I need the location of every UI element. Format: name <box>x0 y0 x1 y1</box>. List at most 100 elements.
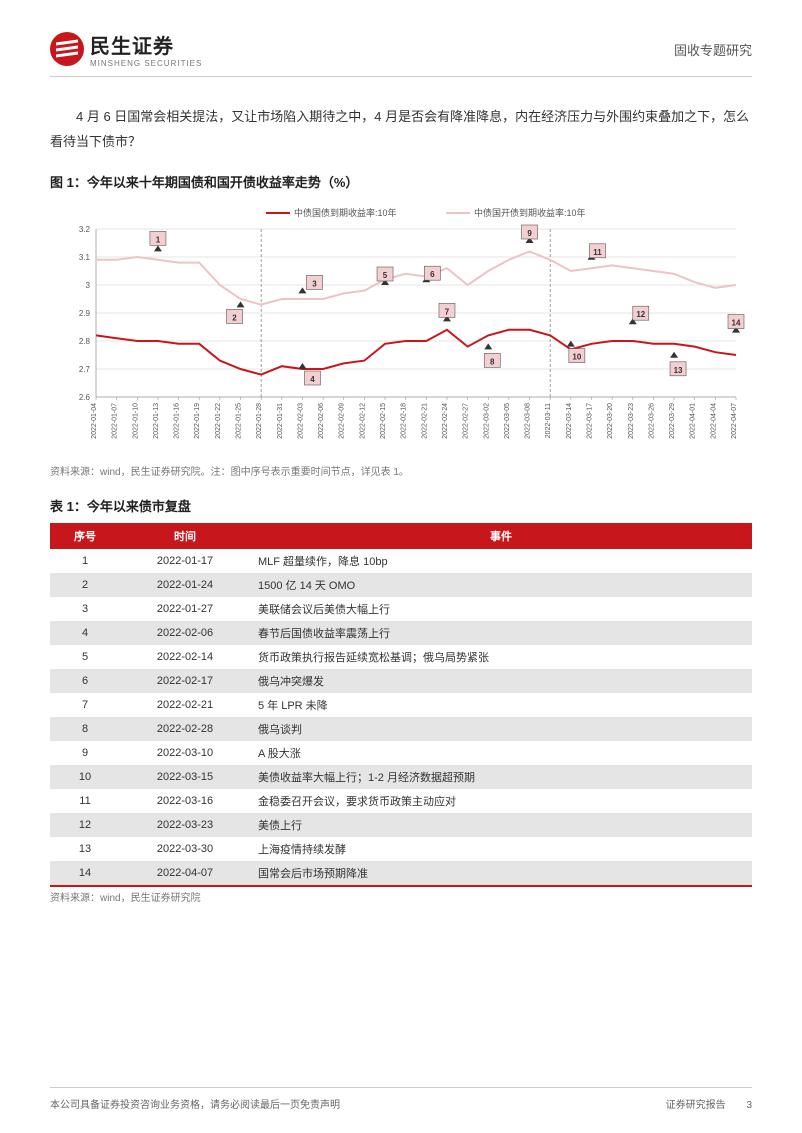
svg-text:2022-03-11: 2022-03-11 <box>545 403 552 438</box>
chart-source: 资料来源：wind，民生证券研究院。注：图中序号表示重要时间节点，详见表 1。 <box>50 463 752 478</box>
table-cell: 14 <box>50 861 120 886</box>
table-cell: MLF 超量续作，降息 10bp <box>250 549 752 573</box>
logo-text-en: MINSHENG SECURITIES <box>90 59 202 68</box>
table-row: 12022-01-17MLF 超量续作，降息 10bp <box>50 549 752 573</box>
table-cell: 2022-03-23 <box>120 813 250 837</box>
svg-text:2022-03-29: 2022-03-29 <box>669 403 676 439</box>
svg-text:2022-03-17: 2022-03-17 <box>586 403 593 439</box>
events-table: 序号 时间 事件 12022-01-17MLF 超量续作，降息 10bp2202… <box>50 523 752 887</box>
svg-text:3.1: 3.1 <box>79 253 91 262</box>
page-header: 民生证券 MINSHENG SECURITIES 固收专题研究 <box>50 30 752 77</box>
table-row: 22022-01-241500 亿 14 天 OMO <box>50 573 752 597</box>
svg-text:2022-01-25: 2022-01-25 <box>236 403 243 439</box>
table-cell: 3 <box>50 597 120 621</box>
svg-text:2022-04-07: 2022-04-07 <box>731 403 738 439</box>
table-cell: 6 <box>50 669 120 693</box>
table-cell: 2022-02-17 <box>120 669 250 693</box>
table-cell: 5 <box>50 645 120 669</box>
svg-text:2022-01-22: 2022-01-22 <box>215 403 222 439</box>
table-cell: 7 <box>50 693 120 717</box>
chart-title: 图 1：今年以来十年期国债和国开债收益率走势（%） <box>50 172 752 191</box>
svg-text:2.6: 2.6 <box>79 393 91 402</box>
table-cell: 1 <box>50 549 120 573</box>
table-cell: 美债收益率大幅上行；1-2 月经济数据超预期 <box>250 765 752 789</box>
svg-text:2022-01-07: 2022-01-07 <box>112 403 119 439</box>
intro-paragraph: 4 月 6 日国常会相关提法，又让市场陷入期待之中，4 月是否会有降准降息，内在… <box>50 105 752 154</box>
table-cell: 美债上行 <box>250 813 752 837</box>
table-row: 82022-02-28俄乌谈判 <box>50 717 752 741</box>
table-cell: 2022-03-15 <box>120 765 250 789</box>
table-cell: 13 <box>50 837 120 861</box>
company-logo-icon <box>50 32 84 66</box>
table-cell: 国常会后市场预期降准 <box>250 861 752 886</box>
table-cell: 春节后国债收益率震荡上行 <box>250 621 752 645</box>
svg-text:2022-02-12: 2022-02-12 <box>359 403 366 439</box>
table-cell: 9 <box>50 741 120 765</box>
svg-text:中债国债到期收益率:10年: 中债国债到期收益率:10年 <box>294 207 397 218</box>
svg-text:2022-01-28: 2022-01-28 <box>256 403 263 439</box>
footer-right: 证券研究报告 <box>666 1100 726 1111</box>
svg-text:2022-03-02: 2022-03-02 <box>483 403 490 439</box>
svg-text:2022-02-27: 2022-02-27 <box>463 403 470 439</box>
table-cell: 11 <box>50 789 120 813</box>
table-row: 132022-03-30上海疫情持续发酵 <box>50 837 752 861</box>
svg-text:2022-02-15: 2022-02-15 <box>380 403 387 439</box>
svg-text:2022-01-19: 2022-01-19 <box>194 403 201 439</box>
svg-text:2022-03-05: 2022-03-05 <box>504 403 511 439</box>
logo-text-cn: 民生证券 <box>90 30 202 59</box>
yield-chart: 2.62.72.82.933.13.22022-01-042022-01-072… <box>50 199 752 459</box>
table-row: 62022-02-17俄乌冲突爆发 <box>50 669 752 693</box>
svg-text:4: 4 <box>310 375 315 384</box>
header-category: 固收专题研究 <box>674 40 752 59</box>
svg-text:2022-03-23: 2022-03-23 <box>628 403 635 439</box>
svg-text:2022-04-04: 2022-04-04 <box>710 403 717 439</box>
svg-text:2022-02-24: 2022-02-24 <box>442 403 449 439</box>
table-cell: 1500 亿 14 天 OMO <box>250 573 752 597</box>
svg-text:2022-03-20: 2022-03-20 <box>607 403 614 439</box>
svg-text:2022-02-03: 2022-02-03 <box>297 403 304 439</box>
table-cell: 2022-01-27 <box>120 597 250 621</box>
svg-text:2022-02-21: 2022-02-21 <box>421 403 428 439</box>
table-row: 42022-02-06春节后国债收益率震荡上行 <box>50 621 752 645</box>
table-cell: 美联储会议后美债大幅上行 <box>250 597 752 621</box>
svg-text:13: 13 <box>674 366 683 375</box>
svg-text:3: 3 <box>312 280 317 289</box>
table-cell: A 股大涨 <box>250 741 752 765</box>
col-event: 事件 <box>250 523 752 549</box>
table-cell: 2022-02-06 <box>120 621 250 645</box>
table-cell: 4 <box>50 621 120 645</box>
svg-text:9: 9 <box>527 229 532 238</box>
svg-text:3: 3 <box>86 281 91 290</box>
page-footer: 本公司具备证券投资咨询业务资格，请务必阅读最后一页免责声明 证券研究报告 3 <box>50 1087 752 1111</box>
table-cell: 2022-01-17 <box>120 549 250 573</box>
svg-text:2022-01-13: 2022-01-13 <box>153 403 160 439</box>
col-seq: 序号 <box>50 523 120 549</box>
table-row: 92022-03-10A 股大涨 <box>50 741 752 765</box>
col-date: 时间 <box>120 523 250 549</box>
svg-text:8: 8 <box>490 358 495 367</box>
table-row: 112022-03-16金稳委召开会议，要求货币政策主动应对 <box>50 789 752 813</box>
logo: 民生证券 MINSHENG SECURITIES <box>50 30 202 68</box>
table-cell: 上海疫情持续发酵 <box>250 837 752 861</box>
svg-text:2.8: 2.8 <box>79 337 91 346</box>
table-source: 资料来源：wind，民生证券研究院 <box>50 889 752 904</box>
svg-text:中债国开债到期收益率:10年: 中债国开债到期收益率:10年 <box>474 207 586 218</box>
table-cell: 2022-02-14 <box>120 645 250 669</box>
svg-text:2022-01-16: 2022-01-16 <box>174 403 181 439</box>
table-cell: 2022-03-10 <box>120 741 250 765</box>
table-cell: 2022-02-28 <box>120 717 250 741</box>
svg-text:3.2: 3.2 <box>79 225 91 234</box>
table-row: 102022-03-15美债收益率大幅上行；1-2 月经济数据超预期 <box>50 765 752 789</box>
svg-text:2022-02-06: 2022-02-06 <box>318 403 325 439</box>
svg-text:5: 5 <box>383 271 388 280</box>
table-row: 32022-01-27美联储会议后美债大幅上行 <box>50 597 752 621</box>
table-header-row: 序号 时间 事件 <box>50 523 752 549</box>
table-cell: 2022-01-24 <box>120 573 250 597</box>
svg-text:2022-01-10: 2022-01-10 <box>132 403 139 439</box>
table-cell: 5 年 LPR 未降 <box>250 693 752 717</box>
line-chart-svg: 2.62.72.82.933.13.22022-01-042022-01-072… <box>50 199 752 459</box>
svg-text:6: 6 <box>430 271 435 280</box>
page-number: 3 <box>746 1100 752 1111</box>
table-cell: 2022-02-21 <box>120 693 250 717</box>
table-cell: 12 <box>50 813 120 837</box>
